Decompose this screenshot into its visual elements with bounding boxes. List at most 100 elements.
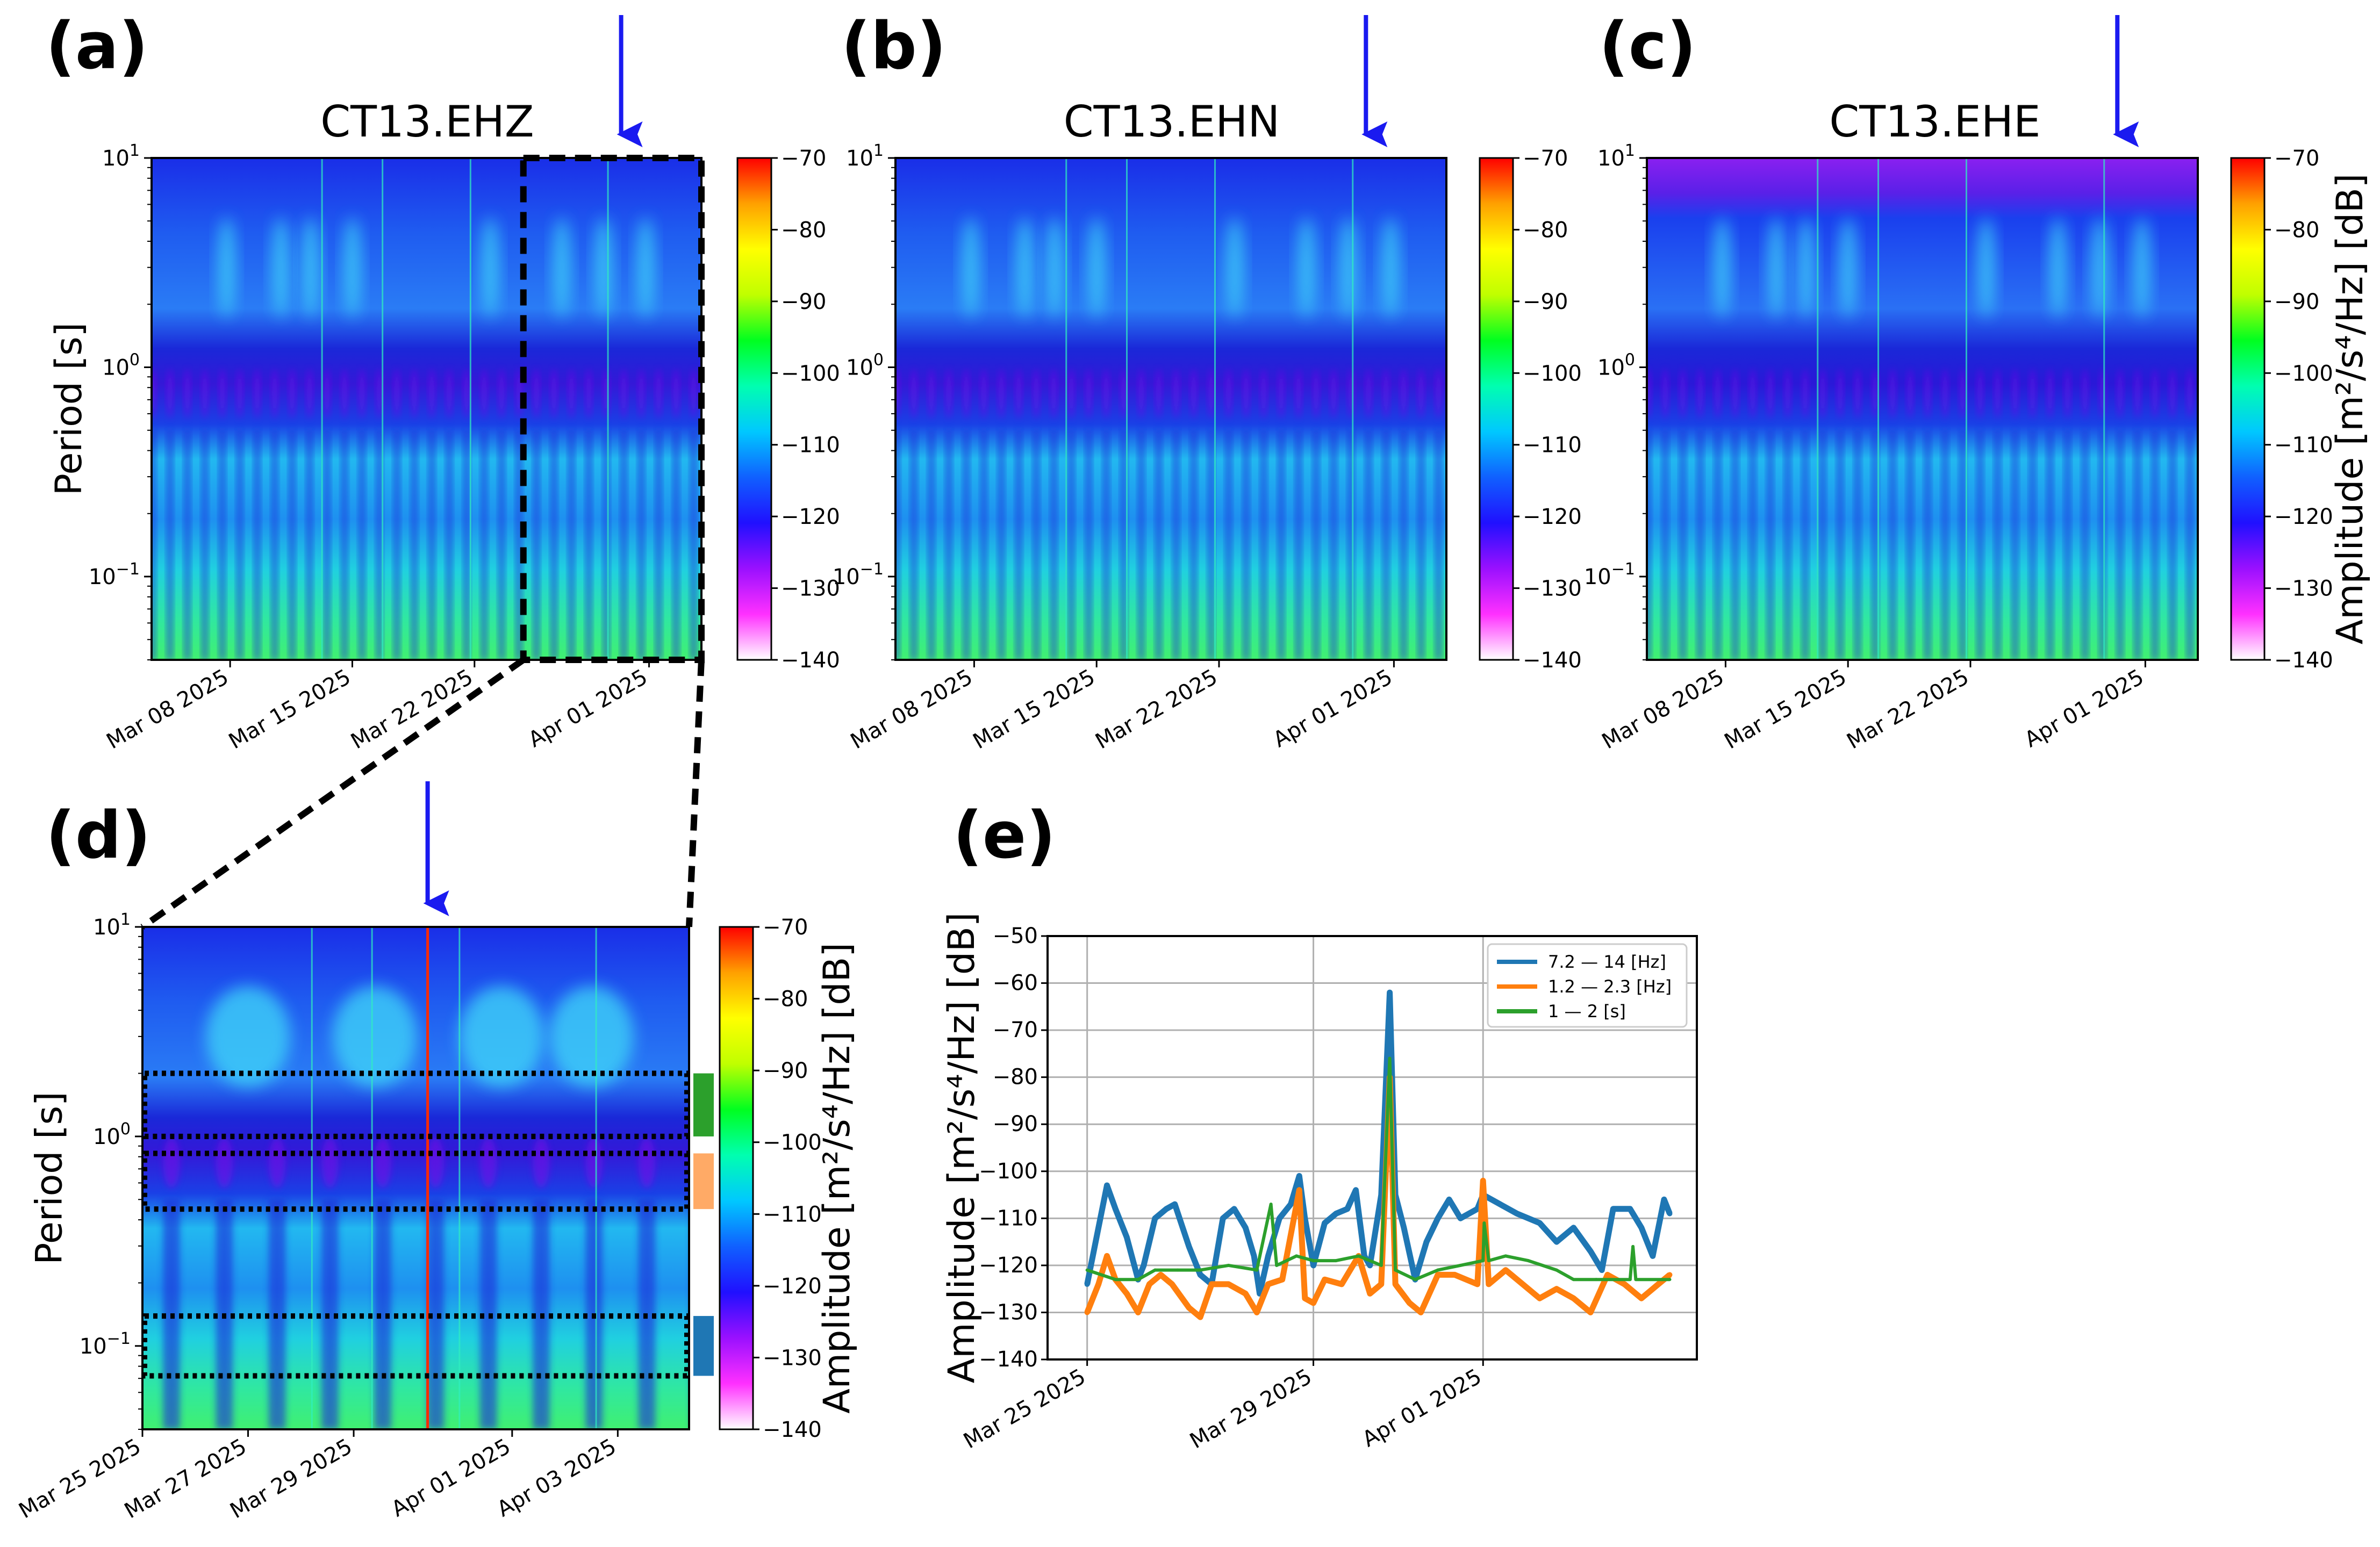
purple-night-blob (1942, 368, 1948, 419)
colorbar: −70 −80 −90 −100 −110 −120 −130 −140 Amplitude [… (719, 915, 858, 1442)
zoom-connector-right (686, 659, 705, 927)
panel-label: (d) (46, 798, 151, 873)
data-point (1519, 1281, 1525, 1287)
colorbar-tick-label: −110 (2274, 433, 2333, 458)
y-tick-label: 10−1 (80, 1329, 131, 1359)
purple-night-blob (1854, 368, 1861, 419)
microseism-energy-blob (1767, 217, 1786, 318)
data-point (1413, 1278, 1417, 1282)
data-point (1288, 1201, 1294, 1207)
microseism-energy-blob (1977, 217, 1995, 318)
data-point (1394, 1268, 1397, 1272)
diurnal-low-stripe (708, 430, 714, 660)
data-point (1186, 1243, 1192, 1249)
diurnal-low-stripe (498, 430, 505, 660)
spectrogram-image (152, 158, 714, 660)
data-point (1275, 1263, 1279, 1267)
x-tick-label: Mar 15 2025 (1721, 665, 1851, 754)
legend-label: 7.2 — 14 [Hz] (1548, 952, 1666, 972)
colorbar-tick-label: −130 (2274, 577, 2333, 601)
colorbar-tick-label: −100 (1523, 361, 1582, 386)
y-tick-exponent: 1 (130, 141, 140, 160)
data-point (1334, 1259, 1338, 1263)
diurnal-low-stripe (2152, 430, 2158, 660)
data-point (1610, 1206, 1616, 1212)
purple-night-blob (585, 1137, 603, 1188)
x-tick-label: Apr 01 2025 (1269, 665, 1396, 753)
data-point (1085, 1268, 1089, 1272)
purple-night-blob (1680, 368, 1686, 419)
diurnal-low-stripe (202, 430, 208, 660)
data-point (1588, 1309, 1594, 1315)
panel-title: CT13.EHN (1064, 97, 1280, 147)
purple-night-blob (1121, 368, 1127, 419)
purple-night-blob (216, 1137, 233, 1188)
colorbar-label: Amplitude [m²/s⁴/Hz] [dB] (2329, 174, 2371, 644)
purple-night-blob (2152, 368, 2158, 419)
microseism-energy-blob (343, 217, 361, 318)
colorbar: −70 −80 −90 −100 −110 −120 −130 −140 Amplitude [… (2230, 146, 2371, 673)
microseism-energy-blob (1087, 217, 1106, 318)
y-tick-exponent: −1 (860, 560, 884, 579)
purple-night-blob (1977, 368, 1983, 419)
microseism-energy-blob (205, 986, 291, 1087)
diurnal-low-stripe (1925, 430, 1931, 660)
data-point (1135, 1309, 1141, 1315)
y-tick-base: 10 (93, 1125, 120, 1149)
microseism-energy-blob (302, 217, 319, 318)
x-tick-label: Mar 08 2025 (103, 665, 233, 754)
data-point (1634, 1278, 1638, 1282)
line-chart-panel-e: −50 −60 −70 −80 −90 −100 −110 −120 −130 −140 Mar 2… (941, 798, 1698, 1454)
colorbar-tick-label: −70 (1523, 146, 1568, 171)
microseism-energy-blob (1797, 217, 1815, 318)
data-point (1379, 1263, 1383, 1267)
purple-night-blob (946, 368, 952, 419)
purple-night-blob (306, 368, 313, 419)
data-point (1627, 1206, 1633, 1212)
purple-night-blob (359, 368, 365, 419)
data-point (1638, 1296, 1644, 1301)
data-point (1599, 1267, 1605, 1273)
diurnal-low-stripe (481, 430, 487, 660)
colorbar-tick-label: −100 (781, 361, 840, 386)
data-point (1401, 1225, 1407, 1231)
diurnal-low-stripe (2117, 430, 2123, 660)
diurnal-low-stripe (1854, 430, 1861, 660)
colorbar-tick-label: −140 (763, 1418, 822, 1442)
diurnal-low-stripe (2169, 430, 2176, 660)
microseism-energy-blob (553, 217, 571, 318)
purple-night-blob (324, 368, 330, 419)
y-tick-label: 10−1 (1584, 560, 1635, 589)
data-point (1104, 1183, 1110, 1189)
data-point (1482, 1221, 1486, 1225)
data-point (1554, 1286, 1560, 1292)
diurnal-low-stripe (1383, 430, 1389, 660)
data-point (1344, 1206, 1350, 1212)
data-point (1169, 1281, 1175, 1287)
band-color-marker (693, 1073, 714, 1136)
colorbar-tick-label: −70 (2274, 146, 2319, 171)
purple-night-blob (268, 1137, 286, 1188)
data-point (1141, 1262, 1146, 1268)
microseism-energy-blob (636, 217, 655, 318)
diurnal-low-stripe (1330, 430, 1337, 660)
purple-night-blob (394, 368, 400, 419)
colorbar-tick-label: −130 (763, 1345, 822, 1370)
purple-night-blob (2205, 368, 2210, 418)
data-point (1095, 1281, 1101, 1287)
purple-night-blob (928, 368, 934, 419)
data-point (1572, 1278, 1575, 1282)
data-point (1474, 1281, 1480, 1287)
y-tick-exponent: 0 (873, 351, 884, 370)
y-tick-base: 10 (102, 146, 130, 171)
data-point (1163, 1206, 1169, 1212)
purple-night-blob (673, 368, 679, 419)
diurnal-low-stripe (184, 430, 190, 660)
diurnal-low-stripe (1016, 430, 1022, 660)
purple-night-blob (1436, 368, 1442, 419)
legend-label: 1 — 2 [s] (1548, 1001, 1626, 1021)
data-point (1322, 1220, 1328, 1226)
diurnal-low-stripe (1121, 430, 1127, 660)
purple-night-blob (202, 368, 208, 419)
